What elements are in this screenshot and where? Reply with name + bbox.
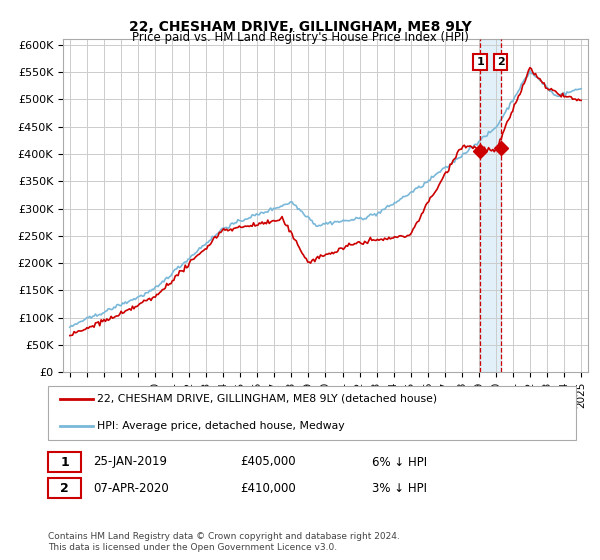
Text: 22, CHESHAM DRIVE, GILLINGHAM, ME8 9LY: 22, CHESHAM DRIVE, GILLINGHAM, ME8 9LY (128, 20, 472, 34)
Text: 07-APR-2020: 07-APR-2020 (93, 482, 169, 495)
Text: 2: 2 (60, 482, 69, 495)
Text: 1: 1 (60, 455, 69, 469)
Text: 6% ↓ HPI: 6% ↓ HPI (372, 455, 427, 469)
Text: Price paid vs. HM Land Registry's House Price Index (HPI): Price paid vs. HM Land Registry's House … (131, 31, 469, 44)
Text: HPI: Average price, detached house, Medway: HPI: Average price, detached house, Medw… (97, 421, 345, 431)
Text: 1: 1 (476, 57, 484, 67)
Text: 3% ↓ HPI: 3% ↓ HPI (372, 482, 427, 495)
Text: 25-JAN-2019: 25-JAN-2019 (93, 455, 167, 469)
Text: 2: 2 (497, 57, 505, 67)
Bar (480, 39, 500, 372)
Text: £410,000: £410,000 (240, 482, 296, 495)
Text: 22, CHESHAM DRIVE, GILLINGHAM, ME8 9LY (detached house): 22, CHESHAM DRIVE, GILLINGHAM, ME8 9LY (… (97, 394, 437, 404)
Text: Contains HM Land Registry data © Crown copyright and database right 2024.
This d: Contains HM Land Registry data © Crown c… (48, 532, 400, 552)
Text: £405,000: £405,000 (240, 455, 296, 469)
